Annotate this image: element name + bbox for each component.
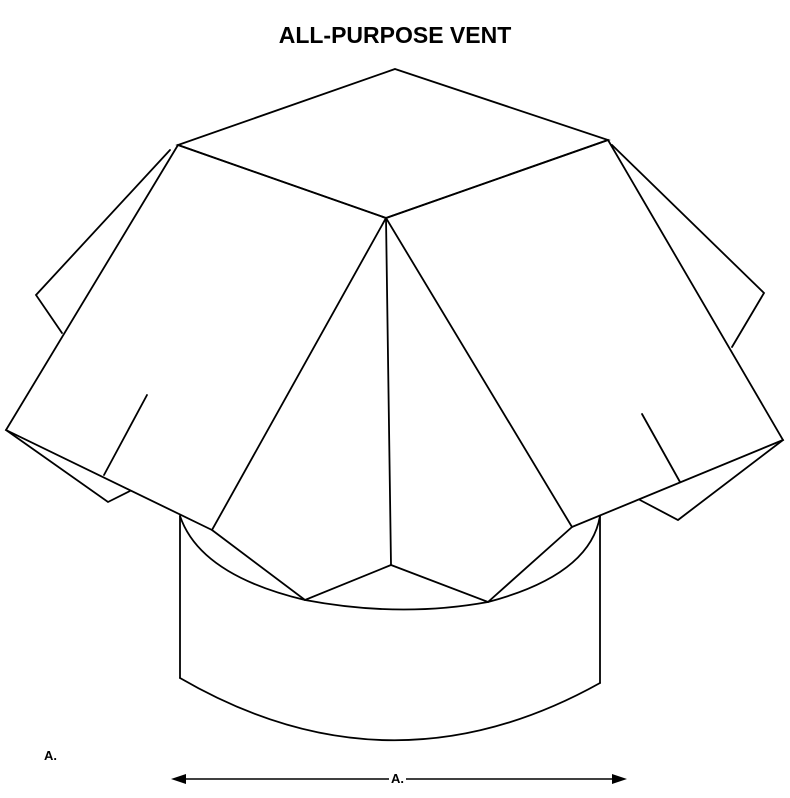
- left-panel-outline: [4, 143, 388, 532]
- right-flap-bottom: [639, 439, 784, 522]
- side-label-a: A.: [44, 748, 57, 763]
- collar-top-front: [304, 599, 489, 611]
- left-flap-outer: [34, 149, 171, 334]
- front-center-ridge: [385, 217, 392, 566]
- left-flap-fold: [103, 394, 148, 476]
- collar-top-back-right: [487, 515, 601, 603]
- front-left-face-bottom: [211, 529, 392, 602]
- collar-top-back-left: [179, 515, 306, 601]
- left-panel: [4, 143, 388, 532]
- dimension-label-a: A.: [389, 771, 406, 786]
- right-panel: [384, 138, 785, 529]
- right-flap-fold: [641, 413, 681, 483]
- front-lower-faces: [211, 217, 573, 604]
- roof-top: [175, 68, 611, 219]
- cylinder-collar: [179, 515, 601, 742]
- left-flap-bottom: [5, 429, 131, 504]
- right-flap-outer: [611, 144, 766, 348]
- dimension-arrowhead-right: [612, 774, 627, 784]
- front-right-face-bottom: [390, 526, 573, 604]
- right-panel-outline: [384, 138, 785, 529]
- roof-top-rhombus: [175, 68, 611, 219]
- diagram-title: ALL-PURPOSE VENT: [278, 22, 512, 48]
- collar-bottom-curve: [179, 677, 601, 742]
- dimension-arrowhead-left: [171, 774, 186, 784]
